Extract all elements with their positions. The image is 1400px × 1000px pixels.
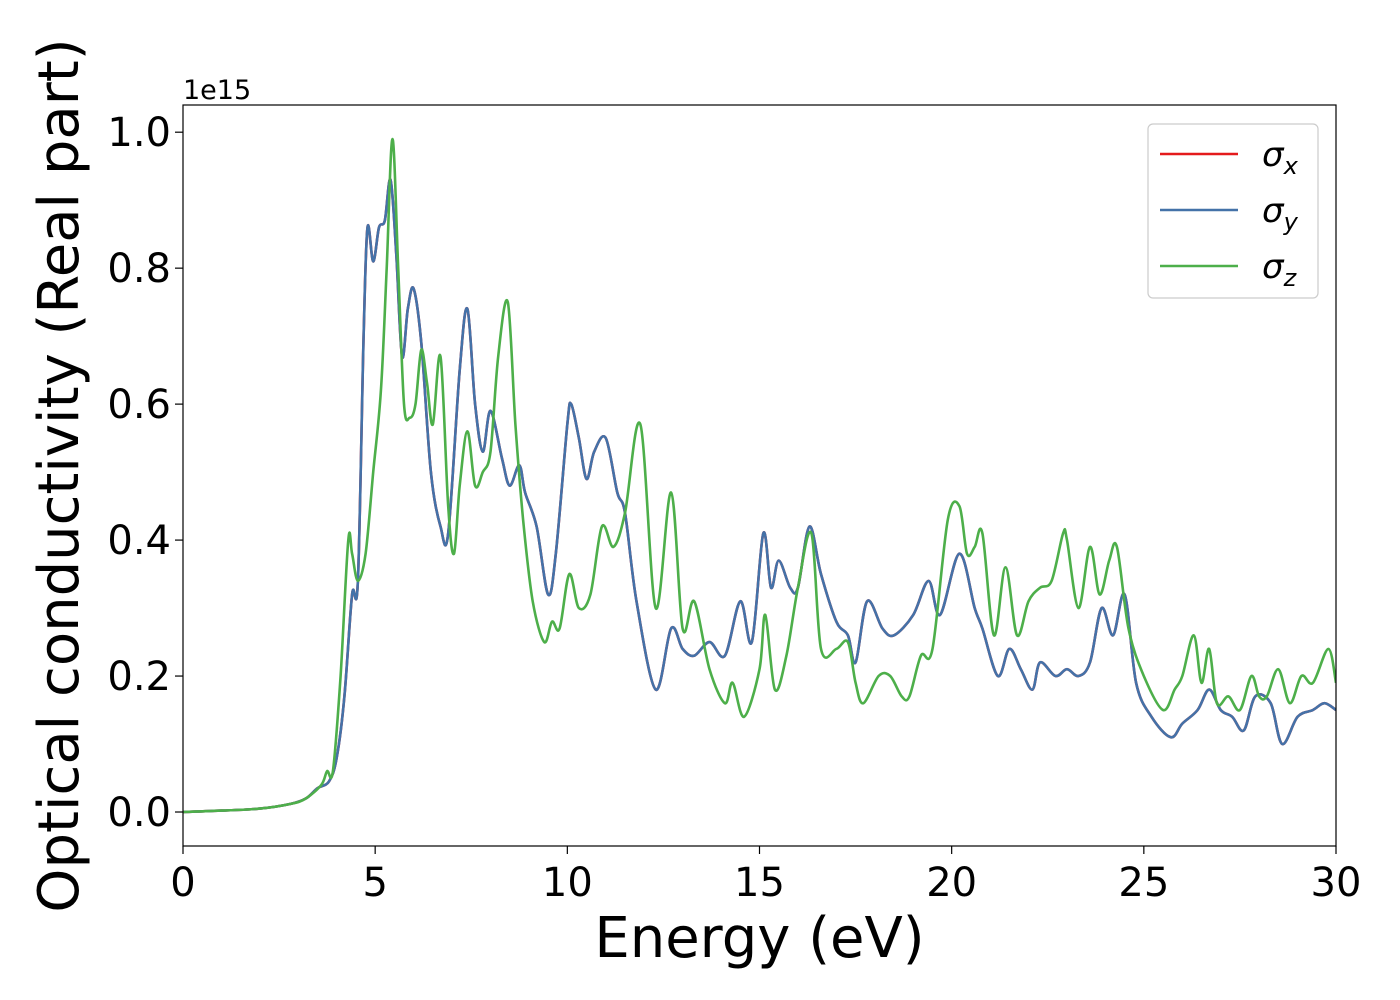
series-layer: [183, 137, 1336, 814]
x-tick-label: 30: [1311, 860, 1362, 906]
x-tick-label: 5: [362, 860, 387, 906]
legend-label-y: σy: [1262, 191, 1299, 236]
y-tick-label: 0.2: [107, 654, 171, 700]
x-tick-label: 0: [170, 860, 195, 906]
legend-symbol: σ: [1262, 191, 1285, 231]
y-tick-label: 0.4: [107, 518, 171, 564]
legend-symbol: σ: [1262, 135, 1285, 175]
legend-subscript: z: [1283, 264, 1298, 292]
y-tick-label: 0.0: [107, 790, 171, 836]
legend-symbol: σ: [1262, 247, 1285, 287]
y-axis-title: Optical conductivity (Real part): [27, 38, 92, 912]
y-tick-label: 1.0: [107, 110, 171, 156]
x-axis-title: Energy (eV): [594, 906, 924, 971]
y-axis-ticks: 0.0 0.2 0.4 0.6 0.8 1.0: [107, 110, 183, 836]
legend-subscript: y: [1283, 208, 1299, 236]
y-tick-label: 0.6: [107, 382, 171, 428]
x-tick-label: 20: [926, 860, 977, 906]
x-tick-label: 10: [542, 860, 593, 906]
x-tick-label: 25: [1118, 860, 1169, 906]
legend-label-x: σx: [1262, 135, 1299, 180]
legend-subscript: x: [1283, 152, 1299, 180]
y-axis-offset-label: 1e15: [183, 75, 251, 106]
series-line-z: [183, 137, 1336, 814]
legend-label-z: σz: [1262, 247, 1298, 292]
y-tick-label: 0.8: [107, 246, 171, 292]
x-tick-label: 15: [734, 860, 785, 906]
x-axis-ticks: 0 5 10 15 20 25 30: [170, 846, 1361, 906]
